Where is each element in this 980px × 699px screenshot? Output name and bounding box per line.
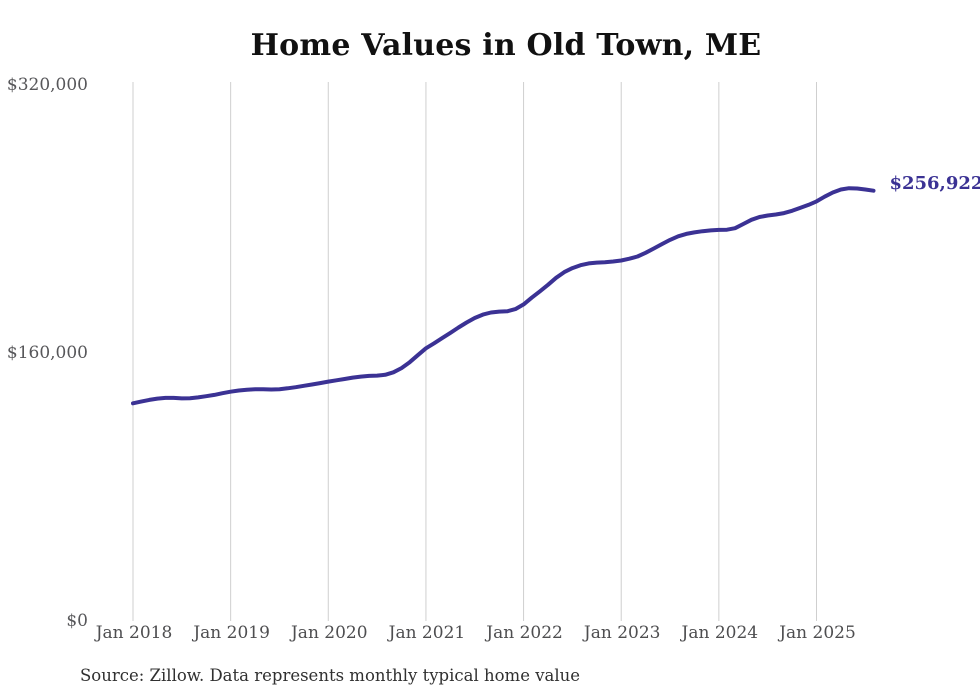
x-axis-tick-label: Jan 2018 [95,623,173,643]
x-axis-tick-label: Jan 2025 [779,623,856,643]
latest-value-label: $256,922 [889,172,980,194]
source-note: Source: Zillow. Data represents monthly … [80,666,581,685]
x-axis-tick-label: Jan 2020 [290,623,368,643]
home-value-line [131,186,876,406]
chart-title: Home Values in Old Town, ME [250,28,762,63]
x-axis-tick-label: Jan 2021 [388,623,466,643]
x-axis-tick-label: Jan 2024 [681,623,759,643]
y-axis-tick-label: $160,000 [6,343,88,363]
x-axis-tick-label: Jan 2019 [193,623,270,643]
x-axis-tick-label: Jan 2022 [486,623,563,643]
x-axis-tick-label: Jan 2023 [583,623,661,643]
y-axis-tick-label: $320,000 [6,75,88,95]
y-axis-tick-label: $0 [66,611,88,631]
